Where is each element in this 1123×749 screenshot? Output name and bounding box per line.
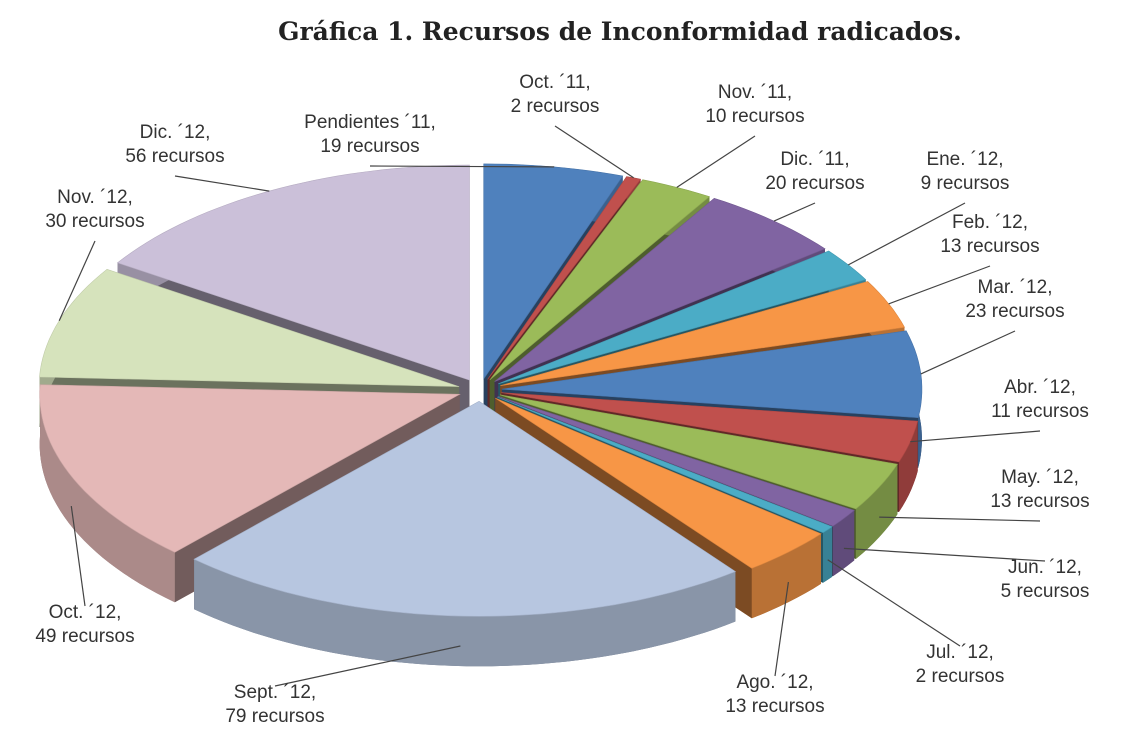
leader-line — [369, 165, 555, 168]
data-label-value: 19 recursos — [320, 136, 419, 157]
pie-slice — [193, 400, 737, 667]
data-label-value: 13 recursos — [940, 236, 1039, 257]
data-label-category: Ene. ´12, — [926, 149, 1003, 170]
leader-line — [827, 559, 961, 647]
data-label-category: Mar. ´12, — [978, 277, 1053, 298]
slice-top — [495, 397, 822, 569]
leader-line — [70, 506, 86, 607]
data-label-value: 9 recursos — [921, 173, 1010, 194]
data-label-value: 5 recursos — [1001, 581, 1090, 602]
data-label-category: Dic. ´12, — [140, 122, 211, 143]
slice-wall — [899, 421, 918, 512]
leader-line — [58, 240, 96, 322]
slice-top — [501, 392, 919, 463]
leader-line — [676, 135, 756, 188]
data-label-category: Oct. ´11, — [519, 72, 590, 93]
leader-line — [274, 645, 461, 687]
data-label-value: 49 recursos — [35, 626, 134, 647]
leader-line — [773, 202, 816, 222]
data-label-category: Pendientes ´11, — [304, 112, 436, 133]
data-label-category: Feb. ´12, — [952, 212, 1028, 233]
slice-top — [193, 400, 737, 617]
slice-wall — [39, 384, 175, 603]
data-label-value: 13 recursos — [990, 491, 1089, 512]
data-label-category: Abr. ´12, — [1004, 377, 1076, 398]
slice-wall — [833, 510, 855, 577]
data-label-value: 13 recursos — [725, 696, 824, 717]
leader-line — [848, 202, 966, 266]
leader-line — [879, 516, 1041, 522]
data-label-value: 10 recursos — [705, 106, 804, 127]
data-label-category: Jul. ´12, — [926, 642, 994, 663]
leader-line — [888, 265, 991, 305]
slice-top — [497, 396, 833, 534]
leader-line — [174, 175, 270, 192]
slice-wall — [823, 526, 833, 583]
slice-top — [499, 394, 898, 510]
leader-line — [554, 125, 634, 179]
slice-wall — [751, 533, 821, 619]
slice-wall — [194, 559, 736, 667]
data-label-category: Nov. ´11, — [718, 82, 792, 103]
data-label-category: Oct. ´12, — [49, 602, 122, 623]
data-label-value: 79 recursos — [225, 706, 324, 727]
slice-top — [39, 384, 461, 553]
data-label-value: 20 recursos — [765, 173, 864, 194]
slice-top — [497, 396, 855, 527]
data-label-value: 11 recursos — [991, 401, 1089, 422]
data-label-category: Ago. ´12, — [736, 672, 813, 693]
data-label-value: 56 recursos — [125, 146, 224, 167]
chart-title: Gráfica 1. Recursos de Inconformidad rad… — [278, 17, 962, 46]
data-label-category: Jun. ´12, — [1008, 557, 1082, 578]
leader-line — [910, 430, 1041, 443]
data-label-category: Nov. ´12, — [57, 187, 133, 208]
data-label-value: 23 recursos — [965, 301, 1064, 322]
data-label-category: Dic. ´11, — [780, 149, 849, 170]
leader-line — [774, 582, 789, 677]
data-label-value: 30 recursos — [45, 211, 144, 232]
leader-line — [843, 547, 1046, 562]
data-label-value: 2 recursos — [511, 96, 600, 117]
data-label-category: May. ´12, — [1001, 467, 1079, 488]
data-label-category: Sept. ´12, — [234, 682, 316, 703]
slice-wall — [855, 464, 898, 559]
leader-line — [920, 330, 1016, 375]
data-label-value: 2 recursos — [916, 666, 1005, 687]
